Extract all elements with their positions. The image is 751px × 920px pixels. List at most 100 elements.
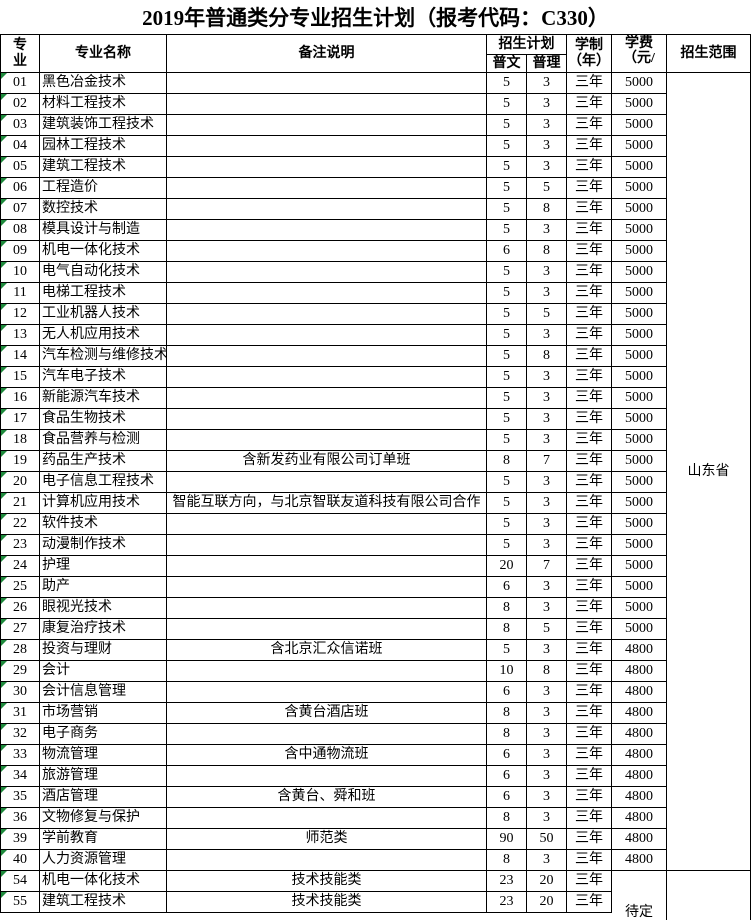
row-name: 园林工程技术 [40,136,167,157]
row-wen: 5 [487,325,527,346]
row-years: 三年 [567,451,612,472]
row-note: 智能互联方向，与北京智联友道科技有限公司合作 [167,493,487,514]
row-li: 20 [527,892,567,913]
row-fee: 5000 [612,535,667,556]
row-note [167,325,487,346]
row-li: 3 [527,850,567,871]
row-name: 助产 [40,577,167,598]
row-note [167,766,487,787]
row-name: 人力资源管理 [40,850,167,871]
row-name: 汽车检测与维修技术 [40,346,167,367]
row-note: 含北京汇众信诺班 [167,640,487,661]
row-fee: 5000 [612,115,667,136]
row-note [167,808,487,829]
row-fee: 5000 [612,388,667,409]
row-wen: 5 [487,409,527,430]
row-note [167,94,487,115]
row-name: 电子商务 [40,724,167,745]
row-years: 三年 [567,73,612,94]
row-li: 3 [527,514,567,535]
row-wen: 8 [487,850,527,871]
row-years: 三年 [567,787,612,808]
row-code: 08 [0,220,40,241]
row-fee: 4800 [612,850,667,871]
row-code: 22 [0,514,40,535]
row-name: 建筑工程技术 [40,892,167,913]
row-fee: 5000 [612,556,667,577]
row-fee: 5000 [612,304,667,325]
row-code: 11 [0,283,40,304]
row-wen: 5 [487,283,527,304]
row-code: 03 [0,115,40,136]
row-note: 含新发药业有限公司订单班 [167,451,487,472]
row-code: 18 [0,430,40,451]
row-note [167,409,487,430]
row-fee: 4800 [612,661,667,682]
row-name: 工程造价 [40,178,167,199]
row-fee: 5000 [612,199,667,220]
fee-pending: 待定 [612,871,667,920]
row-li: 3 [527,94,567,115]
row-years: 三年 [567,220,612,241]
row-li: 3 [527,577,567,598]
row-code: 10 [0,262,40,283]
row-fee: 5000 [612,283,667,304]
header-scope: 招生范围 [667,35,751,73]
row-wen: 5 [487,220,527,241]
row-years: 三年 [567,745,612,766]
row-note [167,682,487,703]
row-fee: 4800 [612,829,667,850]
row-note [167,367,487,388]
row-wen: 5 [487,640,527,661]
row-fee: 5000 [612,367,667,388]
row-fee: 4800 [612,724,667,745]
row-years: 三年 [567,388,612,409]
row-fee: 4800 [612,640,667,661]
row-wen: 20 [487,556,527,577]
row-name: 电梯工程技术 [40,283,167,304]
row-code: 31 [0,703,40,724]
row-li: 3 [527,808,567,829]
row-fee: 5000 [612,220,667,241]
row-code: 02 [0,94,40,115]
row-li: 3 [527,283,567,304]
row-note [167,136,487,157]
row-name: 学前教育 [40,829,167,850]
row-code: 32 [0,724,40,745]
header-fee: 学费（元/ [612,35,667,73]
row-wen: 10 [487,661,527,682]
row-note: 师范类 [167,829,487,850]
row-li: 3 [527,493,567,514]
row-fee: 4800 [612,766,667,787]
row-note [167,304,487,325]
row-wen: 5 [487,73,527,94]
row-fee: 5000 [612,325,667,346]
row-wen: 5 [487,136,527,157]
row-years: 三年 [567,535,612,556]
row-years: 三年 [567,808,612,829]
row-li: 3 [527,682,567,703]
row-fee: 5000 [612,241,667,262]
row-code: 16 [0,388,40,409]
row-fee: 5000 [612,472,667,493]
row-name: 动漫制作技术 [40,535,167,556]
row-li: 3 [527,724,567,745]
row-wen: 8 [487,724,527,745]
row-note [167,724,487,745]
row-name: 食品营养与检测 [40,430,167,451]
row-wen: 6 [487,241,527,262]
row-wen: 8 [487,703,527,724]
row-name: 软件技术 [40,514,167,535]
row-li: 5 [527,619,567,640]
row-code: 54 [0,871,40,892]
row-li: 3 [527,220,567,241]
row-li: 8 [527,346,567,367]
row-fee: 5000 [612,73,667,94]
row-code: 13 [0,325,40,346]
row-wen: 90 [487,829,527,850]
row-fee: 4800 [612,745,667,766]
row-wen: 5 [487,262,527,283]
row-name: 食品生物技术 [40,409,167,430]
row-fee: 4800 [612,808,667,829]
row-li: 3 [527,703,567,724]
